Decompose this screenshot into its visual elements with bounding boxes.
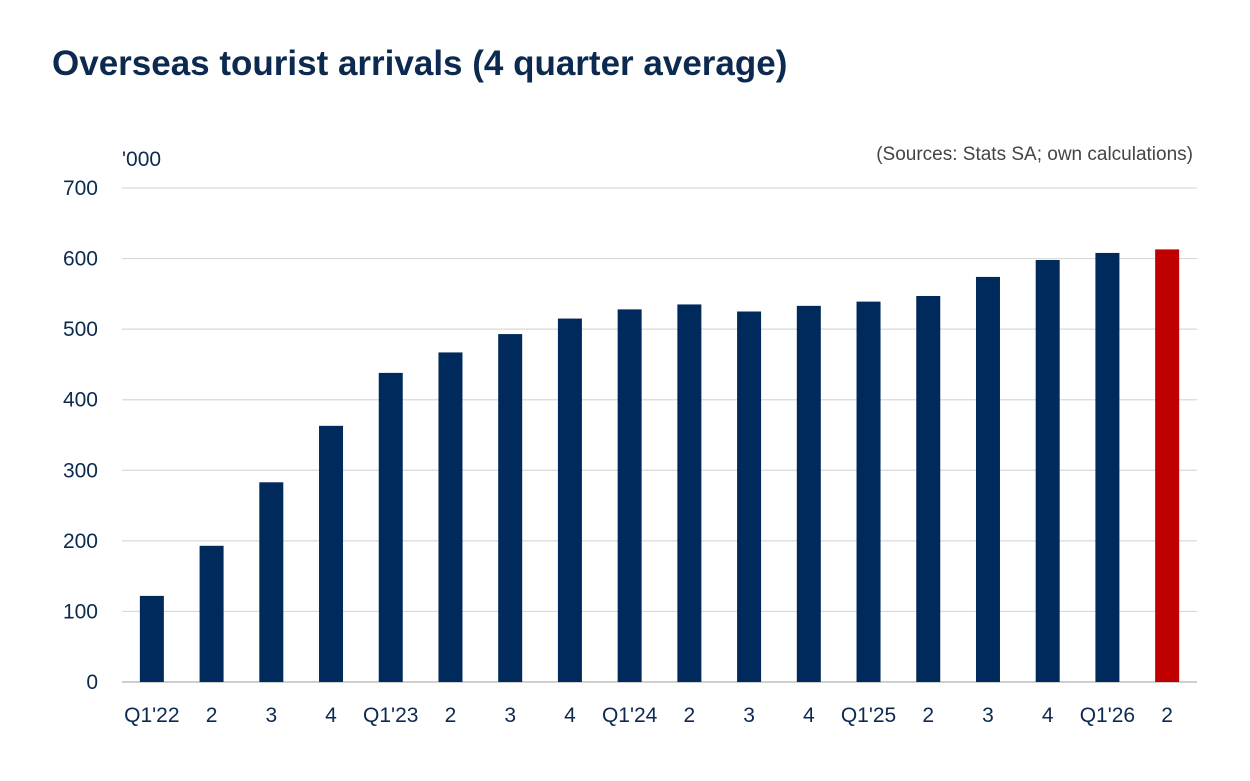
bars [139,249,1180,682]
x-tick-label: 2 [922,704,934,727]
x-tick-label: 2 [1161,704,1173,727]
x-tick-label: 3 [265,704,277,727]
y-tick-label: 200 [63,530,98,553]
y-tick-label: 500 [63,318,98,341]
x-tick-label: Q1'24 [602,704,658,727]
bar [796,305,821,682]
source-note: (Sources: Stats SA; own calculations) [876,144,1193,165]
x-tick-label: 2 [445,704,457,727]
x-tick-label: 4 [325,704,337,727]
bar [617,309,642,682]
chart-title: Overseas tourist arrivals (4 quarter ave… [52,44,788,83]
x-tick-label: 4 [803,704,815,727]
bar [319,425,344,682]
bar [199,545,224,682]
x-tick-label: 2 [684,704,696,727]
y-tick-label: 100 [63,600,98,623]
y-axis-unit-label: '000 [122,148,161,171]
bar [677,304,702,682]
x-tick-label: 3 [504,704,516,727]
y-tick-label: 700 [63,177,98,200]
y-tick-label: 300 [63,459,98,482]
bar [139,595,164,682]
x-tick-label: 3 [982,704,994,727]
x-tick-label: Q1'26 [1080,704,1135,727]
bar [856,301,881,682]
y-axis-ticks: 0 100 200 300 400 500 600 700 [63,177,98,694]
x-tick-label: Q1'25 [841,704,896,727]
gridlines [122,187,1197,683]
x-tick-label: 4 [564,704,576,727]
bar [737,311,762,682]
x-tick-label: 2 [206,704,218,727]
y-tick-label: 0 [86,671,98,694]
bar [1035,259,1060,682]
bar [259,482,284,682]
bar [498,334,523,682]
bar [438,352,463,682]
x-axis-ticks: Q1'22 2 3 4 Q1'23 2 3 4 Q1'24 2 3 4 Q1'25 2 3 4 Q1'26 2 [124,704,1173,727]
bar [1155,249,1180,682]
x-tick-label: Q1'23 [363,704,418,727]
x-tick-label: 4 [1042,704,1054,727]
y-tick-label: 400 [63,389,98,412]
y-tick-label: 600 [63,248,98,271]
bar [916,295,941,682]
x-tick-label: 3 [743,704,755,727]
bar [557,318,582,682]
bar [378,372,403,682]
bar [1095,252,1120,682]
bar [975,276,1000,682]
x-tick-label: Q1'22 [124,704,179,727]
